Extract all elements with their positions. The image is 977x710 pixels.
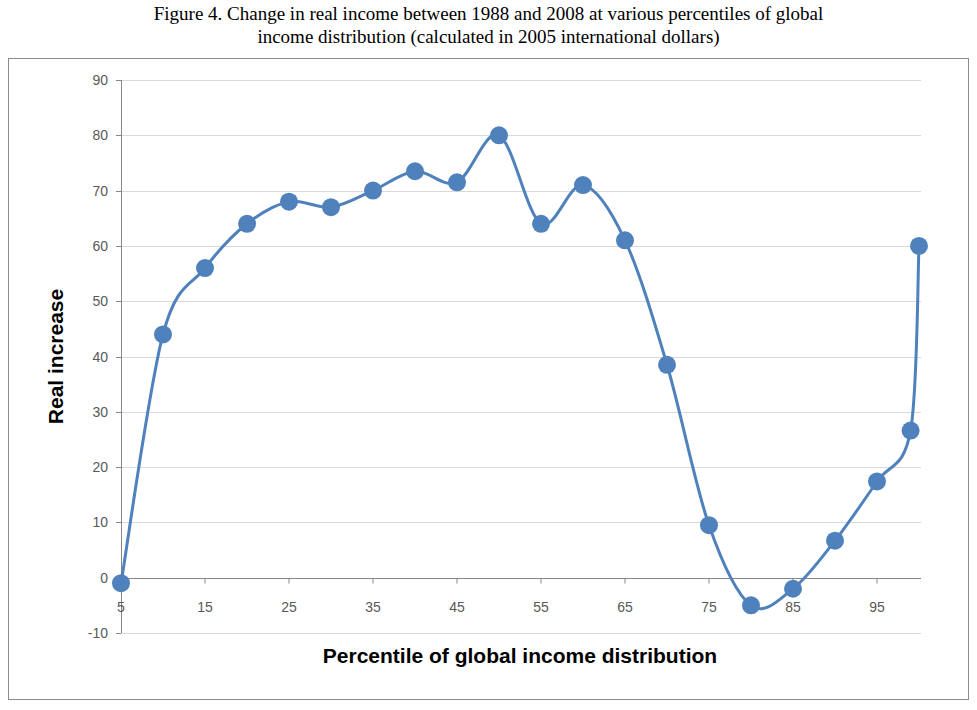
grid-line bbox=[121, 578, 921, 579]
y-tick-label: 70 bbox=[92, 183, 108, 199]
grid-line bbox=[121, 633, 921, 634]
x-tick bbox=[373, 579, 374, 584]
x-tick bbox=[709, 579, 710, 584]
x-tick-label: 15 bbox=[197, 599, 213, 615]
marker bbox=[154, 325, 172, 343]
marker bbox=[784, 580, 802, 598]
x-tick-label: 65 bbox=[617, 599, 633, 615]
marker bbox=[238, 215, 256, 233]
y-tick bbox=[116, 135, 121, 136]
y-axis-title: Real increase bbox=[44, 289, 67, 424]
y-tick bbox=[116, 246, 121, 247]
marker bbox=[742, 596, 760, 614]
grid-line bbox=[121, 135, 921, 136]
title: Figure 4. Change in real income between … bbox=[154, 3, 824, 48]
x-tick-label: 95 bbox=[869, 599, 885, 615]
marker bbox=[574, 176, 592, 194]
x-tick bbox=[541, 579, 542, 584]
series bbox=[112, 126, 928, 614]
y-tick bbox=[116, 467, 121, 468]
y-tick-label: 80 bbox=[92, 127, 108, 143]
y-tick-label: 20 bbox=[92, 459, 108, 475]
marker bbox=[532, 215, 550, 233]
marker bbox=[490, 126, 508, 144]
marker bbox=[112, 574, 130, 592]
y-tick-label: 0 bbox=[100, 570, 108, 586]
chart: Figure 4. Change in real income between … bbox=[0, 0, 977, 710]
marker bbox=[616, 231, 634, 249]
x-tick-label: 75 bbox=[701, 599, 717, 615]
y-tick bbox=[116, 522, 121, 523]
chart-frame bbox=[9, 59, 969, 700]
x-tick bbox=[457, 579, 458, 584]
x-tick-label: 45 bbox=[449, 599, 465, 615]
marker bbox=[448, 173, 466, 191]
line bbox=[121, 135, 919, 609]
y-tick-label: 40 bbox=[92, 349, 108, 365]
grid-line bbox=[121, 467, 921, 468]
marker bbox=[910, 237, 928, 255]
marker bbox=[280, 193, 298, 211]
x-tick-label: 5 bbox=[117, 599, 125, 615]
grid-line bbox=[121, 80, 921, 81]
x-tick bbox=[877, 579, 878, 584]
y-tick bbox=[116, 412, 121, 413]
marker bbox=[902, 422, 920, 440]
y-tick bbox=[116, 633, 121, 634]
x-tick bbox=[625, 579, 626, 584]
grid-line bbox=[121, 357, 921, 358]
y-tick bbox=[116, 301, 121, 302]
grid-line bbox=[121, 301, 921, 302]
grid-line bbox=[121, 412, 921, 413]
y-tick bbox=[116, 357, 121, 358]
marker bbox=[406, 162, 424, 180]
x-tick-label: 55 bbox=[533, 599, 549, 615]
x-axis bbox=[121, 578, 921, 579]
y-tick-label: 10 bbox=[92, 514, 108, 530]
marker bbox=[700, 516, 718, 534]
y-axis bbox=[121, 80, 122, 633]
x-tick bbox=[205, 579, 206, 584]
y-tick-label: 50 bbox=[92, 293, 108, 309]
grid bbox=[116, 81, 921, 634]
y-tick-label: 90 bbox=[92, 72, 108, 88]
y-tick-label: 30 bbox=[92, 404, 108, 420]
y-tick-label: 60 bbox=[92, 238, 108, 254]
marker bbox=[658, 356, 676, 374]
marker bbox=[364, 182, 382, 200]
y-tick-label: -10 bbox=[88, 625, 108, 641]
marker bbox=[196, 259, 214, 277]
marker bbox=[826, 532, 844, 550]
y-tick bbox=[116, 191, 121, 192]
x-tick-label: 35 bbox=[365, 599, 381, 615]
y-tick bbox=[116, 80, 121, 81]
grid-line bbox=[121, 522, 921, 523]
marker bbox=[322, 198, 340, 216]
x-axis-title: Percentile of global income distribution bbox=[323, 644, 717, 667]
x-tick-label: 25 bbox=[281, 599, 297, 615]
chart-container: Figure 4. Change in real income between … bbox=[0, 0, 977, 710]
grid-line bbox=[121, 191, 921, 192]
x-tick-label: 85 bbox=[785, 599, 801, 615]
marker bbox=[868, 472, 886, 490]
grid-line bbox=[121, 246, 921, 247]
x-tick bbox=[289, 579, 290, 584]
